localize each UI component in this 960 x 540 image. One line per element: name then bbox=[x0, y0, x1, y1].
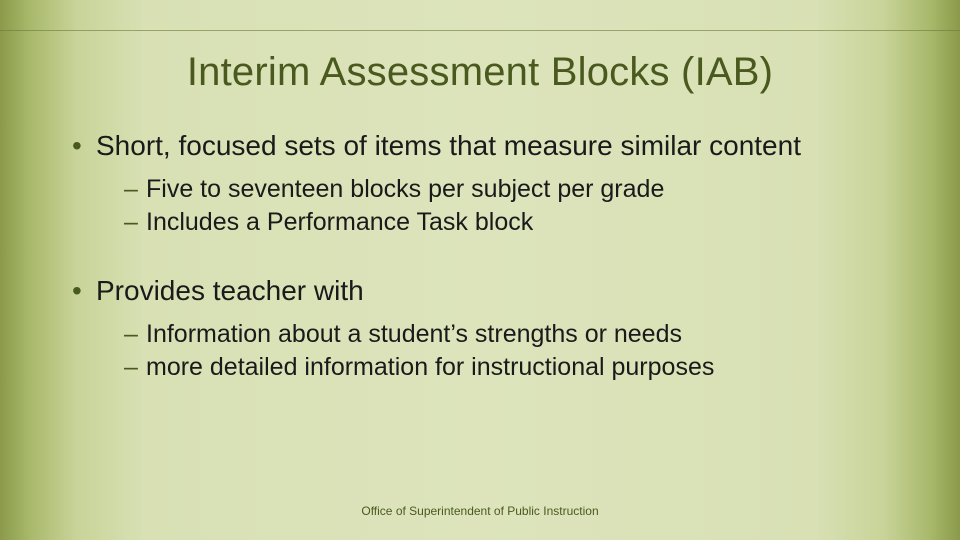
slide-footer: Office of Superintendent of Public Instr… bbox=[0, 504, 960, 518]
bullet-level1: Short, focused sets of items that measur… bbox=[96, 129, 892, 163]
bullet-level2: Five to seventeen blocks per subject per… bbox=[124, 173, 892, 206]
bullet-level2: Information about a student’s strengths … bbox=[124, 318, 892, 351]
bullet-level2-group: Five to seventeen blocks per subject per… bbox=[124, 173, 892, 238]
bullet-level2-group: Information about a student’s strengths … bbox=[124, 318, 892, 383]
slide-container: Interim Assessment Blocks (IAB) Short, f… bbox=[0, 0, 960, 540]
bullet-level1: Provides teacher with bbox=[96, 274, 892, 308]
bullet-level2: Includes a Performance Task block bbox=[124, 206, 892, 239]
slide-title: Interim Assessment Blocks (IAB) bbox=[68, 50, 892, 95]
slide-body: Short, focused sets of items that measur… bbox=[68, 129, 892, 383]
bullet-level2: more detailed information for instructio… bbox=[124, 351, 892, 384]
